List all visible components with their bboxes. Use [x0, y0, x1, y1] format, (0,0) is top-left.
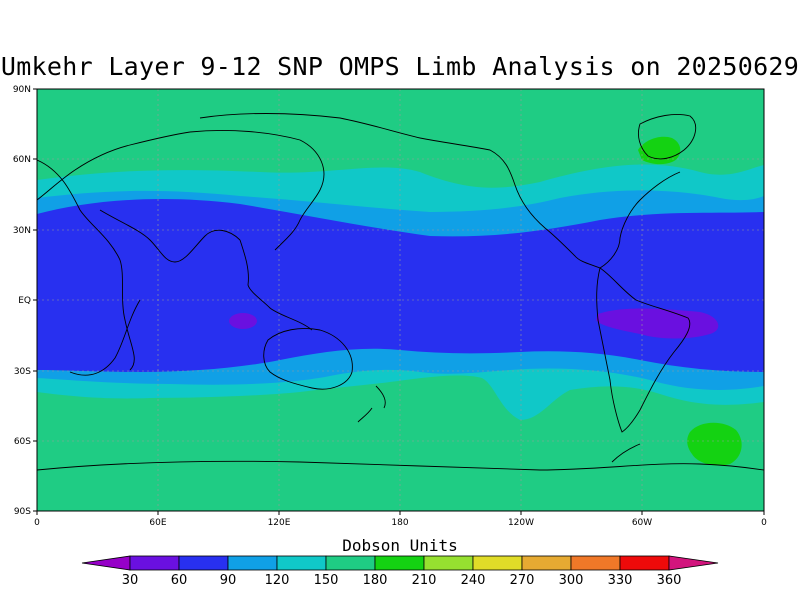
- lon-label-120w: 120W: [508, 518, 534, 528]
- lon-label-0-east: 0: [761, 518, 767, 528]
- coastline-arctic-russia: [199, 113, 421, 139]
- coastline-greenland: [637, 113, 697, 160]
- colorbar-arrow-high: [668, 555, 719, 571]
- lat-label-30s: 30S: [14, 367, 31, 377]
- coastline-africa-east: [69, 299, 141, 376]
- colorbar-swatch: [472, 555, 523, 571]
- lat-label-90n: 90N: [13, 85, 31, 95]
- contour-low-indian-ocean: [229, 313, 257, 329]
- colorbar-tick-label: 150: [314, 573, 339, 588]
- coastline-south-america: [596, 267, 691, 433]
- contour-field: [37, 89, 764, 511]
- lat-label-90s: 90S: [14, 507, 31, 517]
- colorbar-title: Dobson Units: [342, 536, 458, 555]
- colorbar-tick-label: 240: [461, 573, 486, 588]
- colorbar-swatch: [570, 555, 621, 571]
- colorbar-swatch: [276, 555, 327, 571]
- colorbar-swatch: [129, 555, 180, 571]
- coastline-europe: [37, 131, 191, 201]
- coastline-africa-west: [37, 159, 135, 371]
- coastline-north-america-east: [599, 171, 681, 269]
- lat-label-30n: 30N: [13, 226, 31, 236]
- coastline-antarctica: [37, 460, 764, 471]
- coastlines: [37, 113, 764, 471]
- lat-label-60n: 60N: [13, 155, 31, 165]
- lat-label-eq: EQ: [18, 296, 31, 306]
- colorbar-swatch: [423, 555, 474, 571]
- lon-label-60e: 60E: [149, 518, 166, 528]
- lon-label-60w: 60W: [632, 518, 652, 528]
- colorbar: 30 60 90 120 150 180 210 240 270 300 330 360: [81, 555, 719, 588]
- colorbar-tick-label: 30: [122, 573, 139, 588]
- coastline-new-zealand: [357, 385, 386, 423]
- colorbar-tick-label: 90: [220, 573, 237, 588]
- axis-ticks: [33, 88, 765, 515]
- lon-label-180: 180: [391, 518, 408, 528]
- colorbar-arrow-low: [81, 555, 131, 571]
- page-title: Umkehr Layer 9-12 SNP OMPS Limb Analysis…: [0, 52, 800, 81]
- colorbar-tick-label: 210: [412, 573, 437, 588]
- coastline-se-asia: [239, 239, 313, 331]
- colorbar-tick-label: 330: [608, 573, 633, 588]
- lat-label-60s: 60S: [14, 437, 31, 447]
- lat-labels: 90N 60N 30N EQ 30S 60S 90S: [13, 85, 31, 517]
- colorbar-swatch: [619, 555, 670, 571]
- coastline-antarctic-peninsula: [611, 443, 641, 463]
- coastline-arabia-india: [99, 209, 241, 263]
- colorbar-swatch: [178, 555, 229, 571]
- colorbar-tick-label: 300: [559, 573, 584, 588]
- coastline-australia: [263, 328, 353, 390]
- lon-labels: 0 60E 120E 180 120W 60W 0: [34, 518, 767, 528]
- lon-label-0-west: 0: [34, 518, 40, 528]
- colorbar-tick-label: 180: [363, 573, 388, 588]
- colorbar-tick-label: 360: [657, 573, 682, 588]
- contour-band-60-90: [37, 199, 764, 372]
- graticule: [37, 89, 764, 511]
- colorbar-swatch: [521, 555, 572, 571]
- colorbar-swatch: [227, 555, 278, 571]
- colorbar-tick-label: 60: [171, 573, 188, 588]
- colorbar-swatch: [325, 555, 376, 571]
- contour-high-south-atlantic: [687, 422, 742, 466]
- colorbar-tick-label: 270: [510, 573, 535, 588]
- colorbar-tick-label: 120: [265, 573, 290, 588]
- colorbar-swatch: [374, 555, 425, 571]
- lon-label-120e: 120E: [268, 518, 291, 528]
- coastline-north-america: [419, 137, 601, 269]
- coastline-asia-east: [189, 129, 325, 251]
